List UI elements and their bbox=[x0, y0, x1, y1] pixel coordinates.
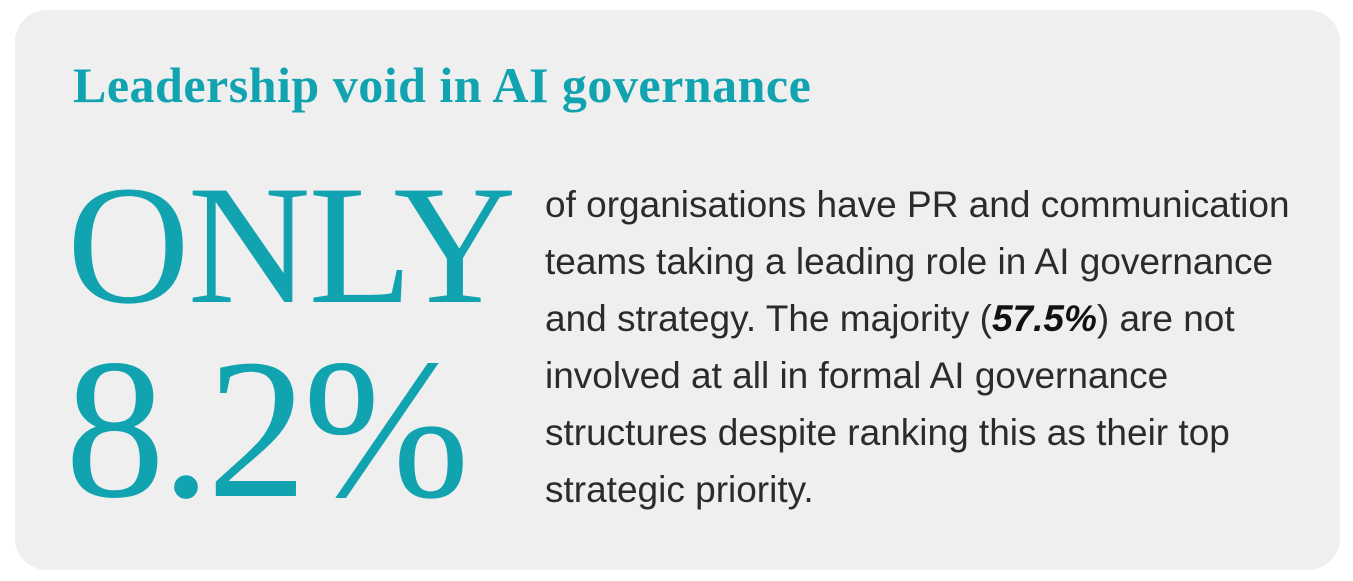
highlight-label: ONLY bbox=[67, 151, 516, 339]
highlight-value: 8.2% bbox=[65, 319, 470, 540]
body-before: of organisations have PR and communicati… bbox=[545, 184, 1290, 339]
body-emphasis: 57.5% bbox=[991, 298, 1097, 339]
card: Leadership void in AI governance ONLY 8.… bbox=[15, 10, 1340, 570]
body-text: of organisations have PR and communicati… bbox=[545, 176, 1335, 518]
title: Leadership void in AI governance bbox=[73, 57, 812, 113]
body-after: ) are not involved at all in formal AI g… bbox=[545, 298, 1235, 510]
